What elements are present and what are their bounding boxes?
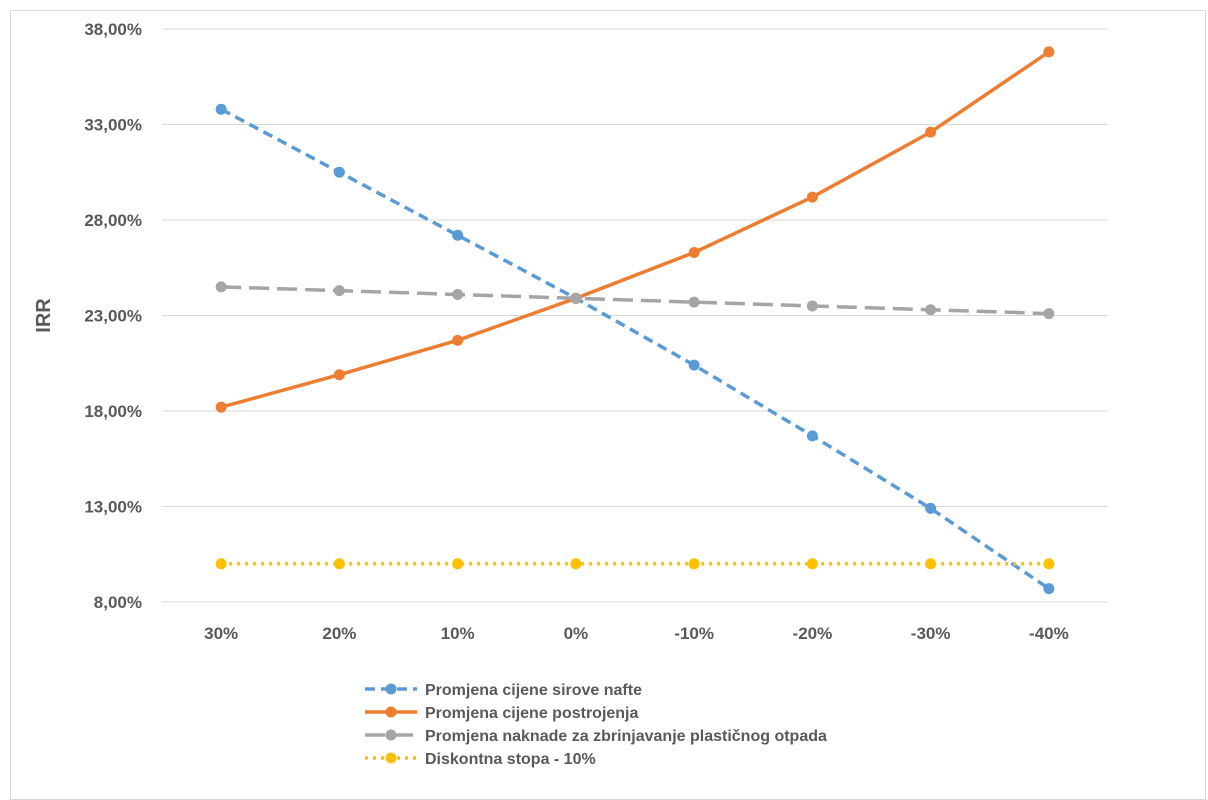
data-point [215, 401, 227, 413]
y-tick-label: 28,00% [84, 211, 142, 230]
y-tick-label: 38,00% [84, 20, 142, 39]
legend-item: Diskontna stopa - 10% [365, 751, 596, 768]
legend-label: Diskontna stopa - 10% [425, 751, 596, 768]
series-line [220, 50, 1050, 409]
data-point [452, 288, 464, 300]
data-point [215, 558, 227, 570]
data-point [333, 369, 345, 381]
data-point [1043, 583, 1055, 595]
series-line [220, 107, 1050, 591]
y-tick-label: 13,00% [84, 498, 142, 517]
data-point [806, 430, 818, 442]
legend-swatch-marker [385, 683, 397, 695]
data-point [333, 285, 345, 297]
gridlines [162, 28, 1108, 603]
legend-swatch-marker [385, 729, 397, 741]
data-point [1043, 46, 1055, 58]
series-3 [215, 281, 1055, 320]
data-point [333, 166, 345, 178]
data-point [925, 304, 937, 316]
data-point [570, 558, 582, 570]
legend-swatch-marker [385, 706, 397, 718]
x-tick-label: 0% [564, 624, 589, 643]
chart-frame [10, 10, 1206, 800]
series-line [221, 285, 1049, 316]
x-tick-label: -30% [911, 624, 951, 643]
legend-label: Promjena naknade za zbrinjavanje plastič… [425, 728, 827, 745]
x-axis-ticks: 30% 20% 10% 0% -10% -20% -30% -40% [204, 624, 1069, 643]
data-point [333, 558, 345, 570]
data-point [925, 502, 937, 514]
data-point [215, 103, 227, 115]
series-4 [215, 558, 1055, 570]
data-point [806, 558, 818, 570]
series-1 [215, 103, 1055, 595]
series-group [215, 46, 1055, 595]
y-axis-title: IRR [33, 298, 55, 333]
series-2 [215, 46, 1055, 413]
x-tick-label: -40% [1029, 624, 1069, 643]
y-tick-label: 18,00% [84, 402, 142, 421]
y-axis-ticks: 8,00% 13,00% 18,00% 23,00% 28,00% 33,00% 38,00… [84, 20, 142, 612]
x-tick-label: 20% [322, 624, 356, 643]
y-tick-label: 23,00% [84, 307, 142, 326]
x-tick-label: -20% [793, 624, 833, 643]
y-tick-label: 8,00% [94, 593, 142, 612]
data-point [688, 359, 700, 371]
data-point [806, 300, 818, 312]
data-point [1043, 308, 1055, 320]
data-point [688, 558, 700, 570]
legend-label: Promjena cijene sirove nafte [425, 682, 642, 699]
legend-item: Promjena naknade za zbrinjavanje plastič… [365, 728, 827, 745]
data-point [1043, 558, 1055, 570]
data-point [925, 126, 937, 138]
data-point [806, 191, 818, 203]
x-tick-label: 30% [204, 624, 238, 643]
legend-item: Promjena cijene sirove nafte [365, 682, 642, 699]
data-point [215, 281, 227, 293]
legend: Promjena cijene sirove nafte Promjena cij… [365, 682, 827, 768]
legend-label: Promjena cijene postrojenja [425, 705, 639, 722]
data-point [452, 334, 464, 346]
data-point [688, 296, 700, 308]
data-point [570, 292, 582, 304]
legend-swatch-marker [385, 752, 397, 764]
data-point [688, 246, 700, 258]
data-point [452, 229, 464, 241]
y-tick-label: 33,00% [84, 116, 142, 135]
x-tick-label: -10% [674, 624, 714, 643]
legend-item: Promjena cijene postrojenja [365, 705, 639, 722]
data-point [925, 558, 937, 570]
data-point [452, 558, 464, 570]
x-tick-label: 10% [441, 624, 475, 643]
